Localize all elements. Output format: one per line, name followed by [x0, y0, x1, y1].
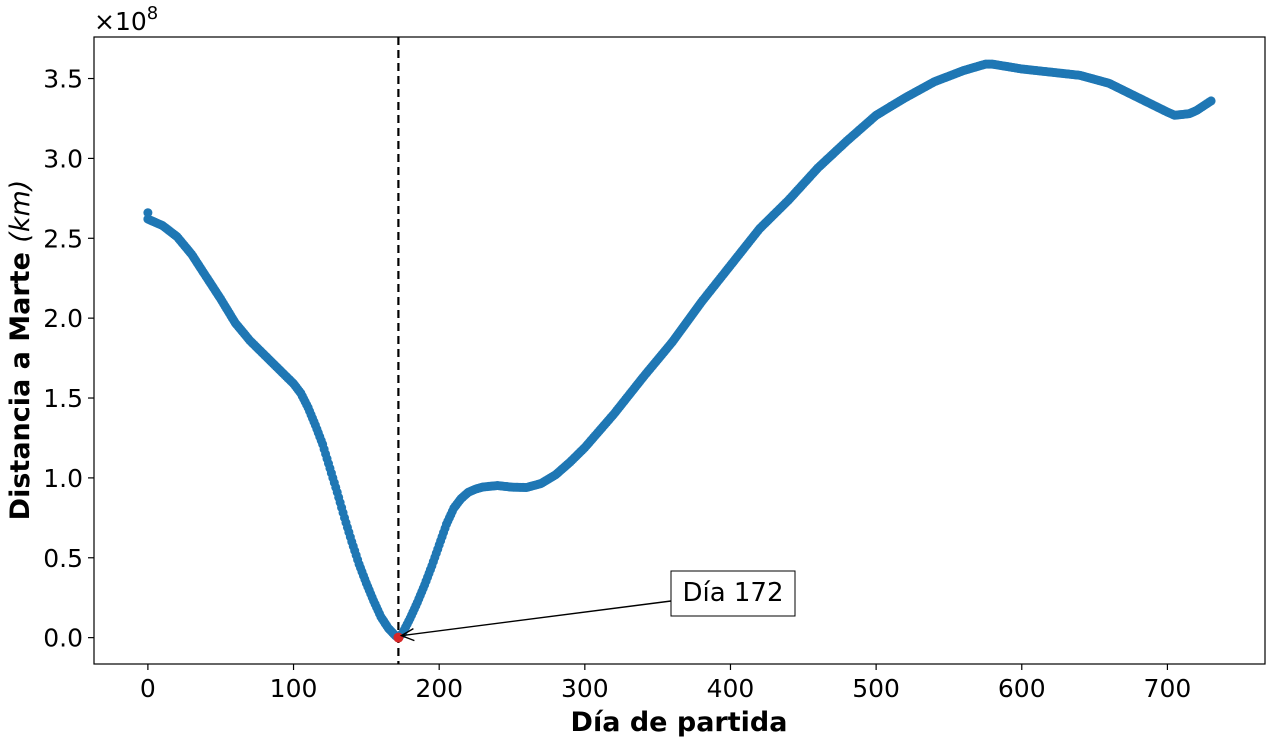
x-tick-label: 400: [707, 674, 755, 703]
x-axis: 0 100 200 300 400 500 600 700: [140, 664, 1191, 703]
y-axis-label: Distancia a Marte (km): [5, 180, 36, 521]
x-tick-label: 200: [415, 674, 463, 703]
x-tick-label: 600: [998, 674, 1046, 703]
highlight-point: [393, 632, 404, 643]
y-tick-label: 0.5: [43, 544, 83, 573]
x-tick-label: 0: [140, 674, 156, 703]
y-tick-label: 2.0: [43, 304, 83, 333]
y-tick-label: 0.0: [43, 624, 83, 653]
annotation-arrow-line: [401, 600, 672, 637]
y-axis-label-unit: (km): [5, 180, 36, 243]
annotation-box: [670, 570, 796, 617]
scatter-point: [143, 208, 153, 218]
y-tick-label: 3.0: [43, 144, 83, 173]
plot-area: Día 172: [93, 36, 1266, 665]
y-axis-label-main: Distancia a Marte: [5, 252, 36, 520]
axes-frame: [93, 36, 1266, 665]
y-offset-text: ×108: [94, 3, 158, 36]
y-tick-label: 3.5: [43, 65, 83, 94]
y-tick-label: 2.5: [43, 224, 83, 253]
x-tick-label: 700: [1144, 674, 1192, 703]
y-tick-label: 1.0: [43, 464, 83, 493]
annotation-arrowhead: [399, 628, 415, 642]
x-tick-label: 500: [852, 674, 900, 703]
x-axis-label: Día de partida: [571, 707, 788, 738]
x-tick-label: 300: [561, 674, 609, 703]
annotation-label: Día 172: [682, 578, 783, 608]
y-tick-label: 1.5: [43, 384, 83, 413]
scatter-point: [1206, 96, 1216, 106]
y-axis: 0.0 0.5 1.0 1.5 2.0 2.5 3.0 3.5: [43, 65, 94, 653]
x-tick-label: 100: [270, 674, 318, 703]
